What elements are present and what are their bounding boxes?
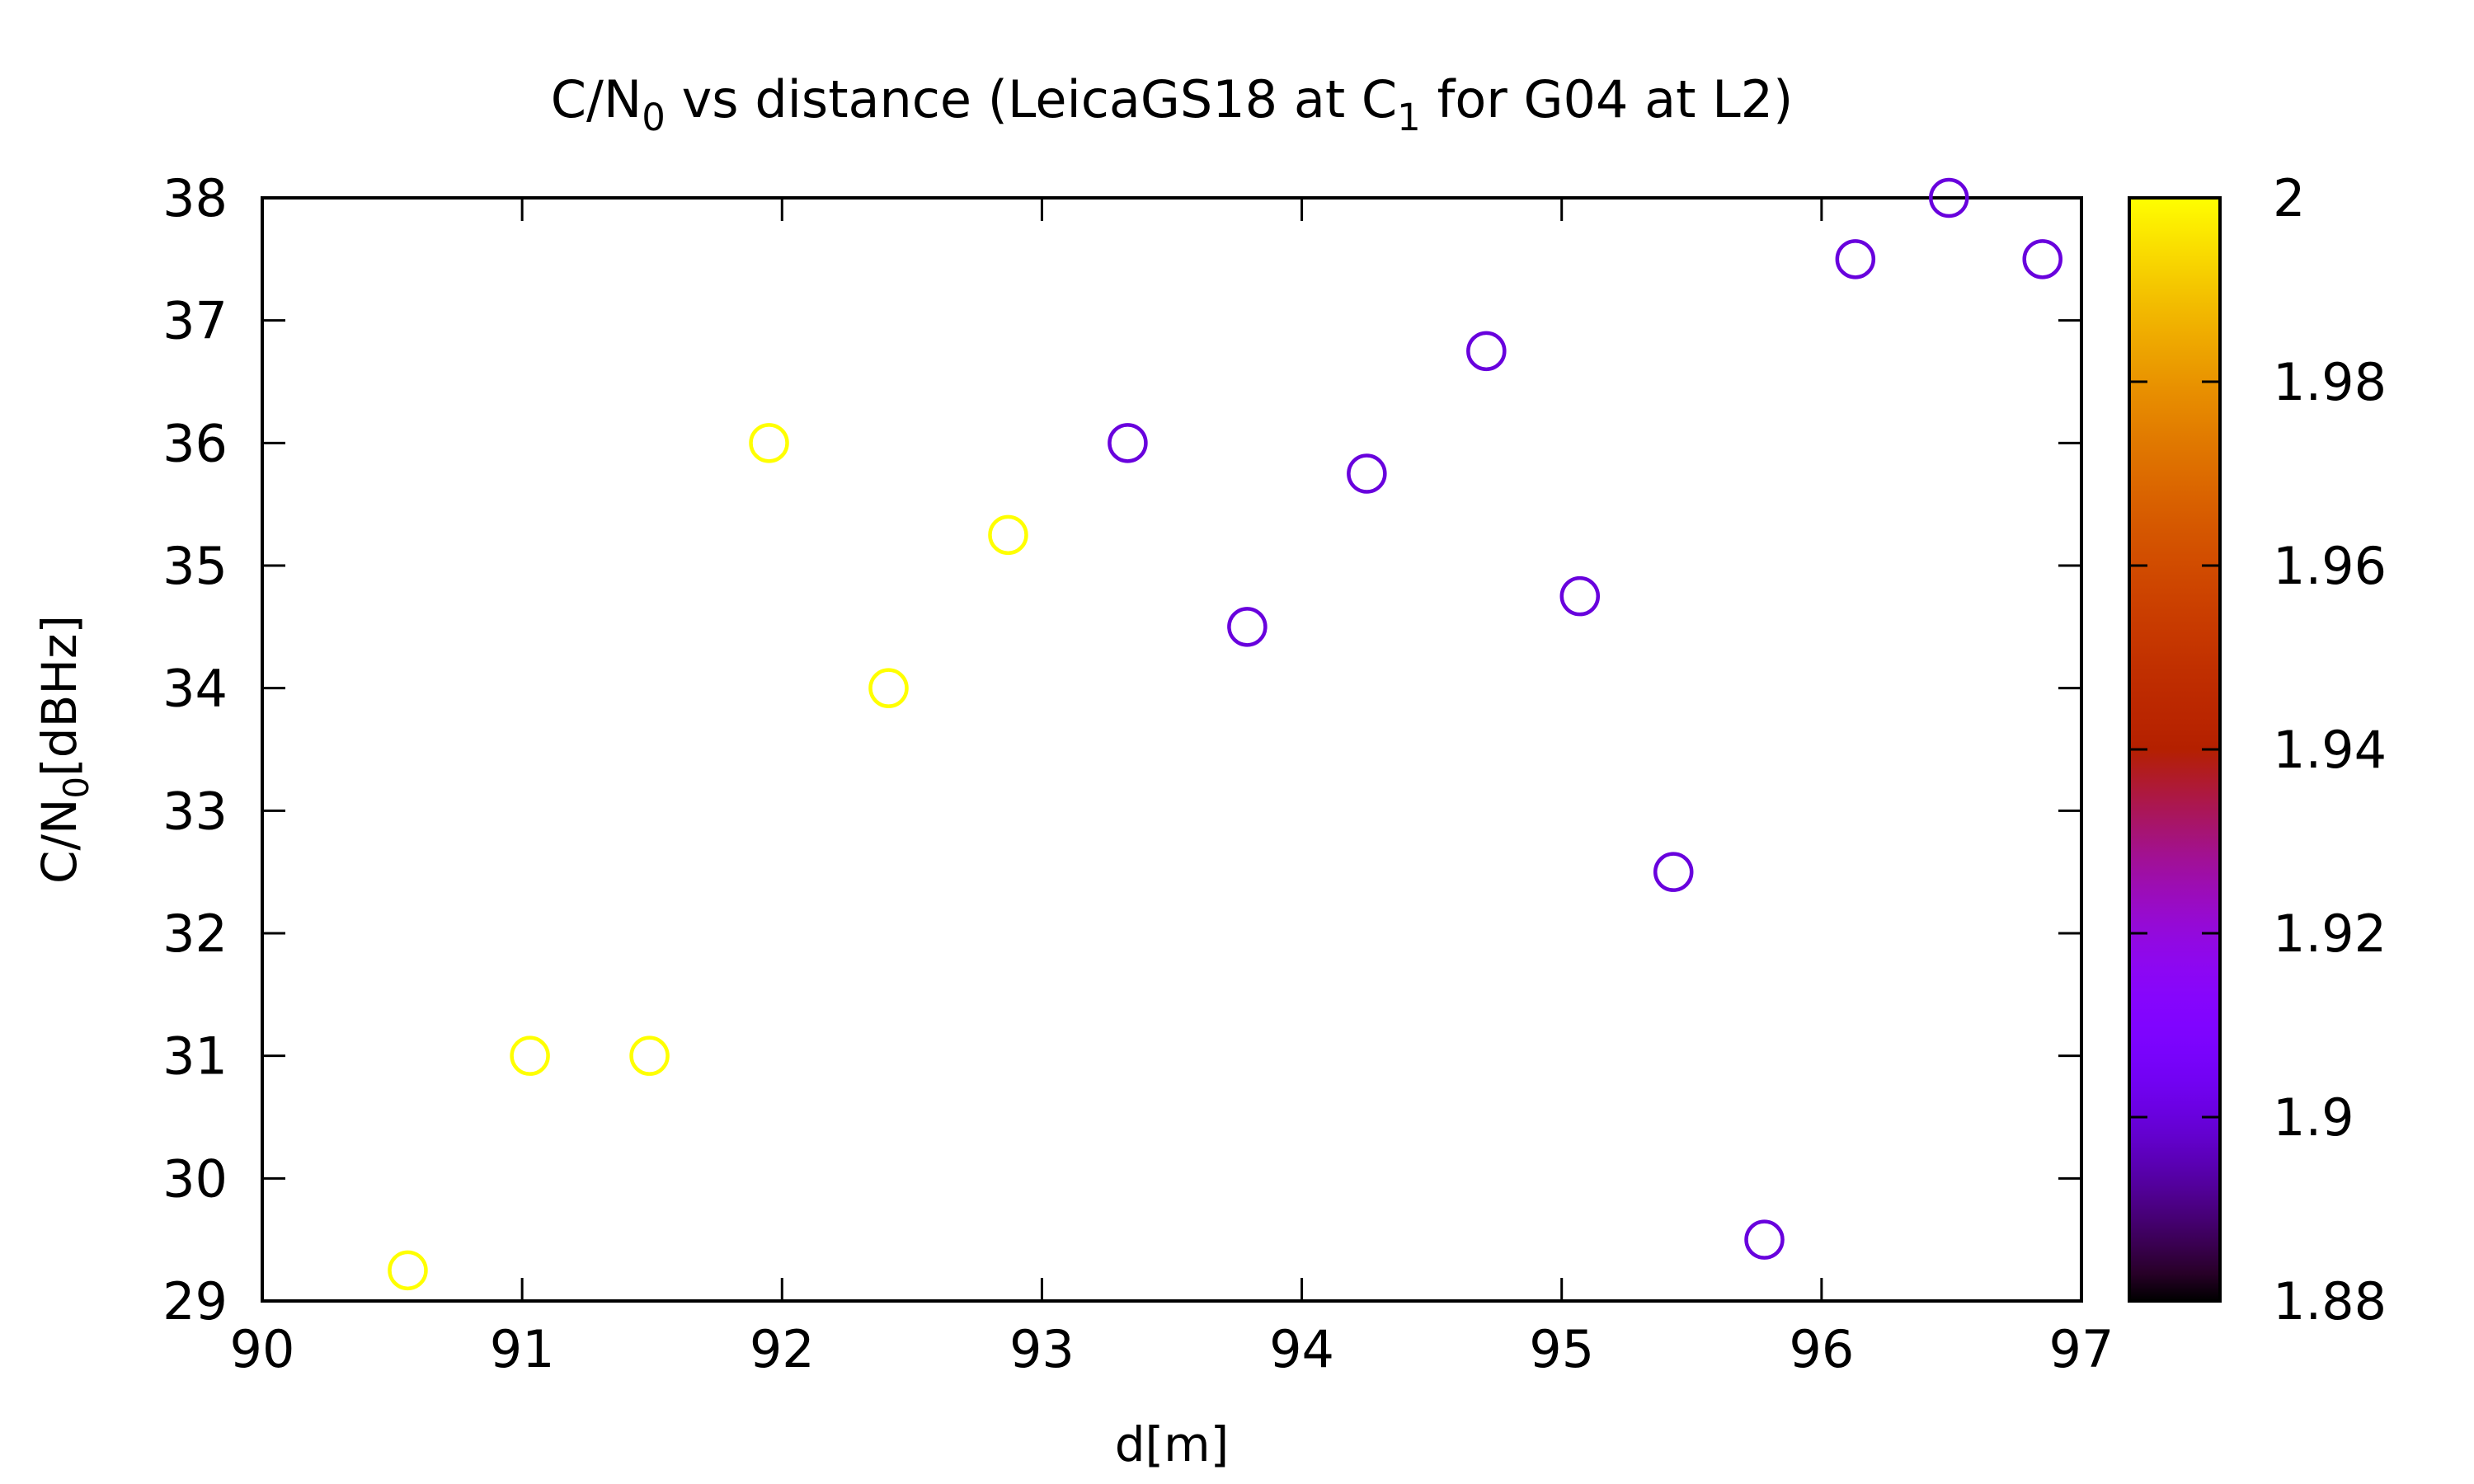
data-point bbox=[388, 1250, 428, 1291]
colorbar-tick-label: 1.88 bbox=[2273, 1271, 2387, 1331]
text-part-1: 0 bbox=[56, 777, 96, 799]
x-tick-label: 96 bbox=[1789, 1319, 1854, 1379]
colorbar-tick-label: 2 bbox=[2273, 168, 2305, 228]
data-point bbox=[1835, 239, 1876, 279]
data-point bbox=[1559, 575, 1601, 617]
text-part-0: C/N bbox=[551, 69, 642, 129]
data-points bbox=[388, 177, 2062, 1291]
x-tick-label: 97 bbox=[2049, 1319, 2114, 1379]
plot-frame bbox=[261, 196, 2083, 1303]
y-tick-label: 32 bbox=[162, 904, 228, 964]
y-tick-label: 38 bbox=[162, 168, 228, 228]
x-tick-label: 94 bbox=[1269, 1319, 1334, 1379]
x-axis: 90 91 92 93 94 95 96 97 bbox=[230, 198, 2114, 1379]
y-axis: 29 30 31 32 33 34 35 36 37 38 bbox=[162, 168, 2081, 1331]
data-point bbox=[1653, 852, 1694, 892]
x-tick-label: 91 bbox=[490, 1319, 555, 1379]
x-tick-label: 93 bbox=[1009, 1319, 1075, 1379]
y-tick-label: 34 bbox=[162, 659, 228, 719]
data-point bbox=[629, 1036, 670, 1076]
chart-title: C/N0 vs distance (LeicaGS18 at C1 for G0… bbox=[551, 69, 1794, 139]
data-point bbox=[1108, 423, 1148, 463]
data-point bbox=[2022, 239, 2062, 279]
text-part-0: C/N bbox=[31, 799, 87, 884]
data-point bbox=[1227, 607, 1268, 647]
x-tick-label: 90 bbox=[230, 1319, 295, 1379]
y-tick-label: 37 bbox=[162, 291, 228, 351]
y-tick-label: 29 bbox=[162, 1271, 228, 1331]
colorbar-tick-label: 1.98 bbox=[2273, 352, 2387, 412]
colorbar-tick-label: 1.94 bbox=[2273, 720, 2387, 780]
text-part-3: 1 bbox=[1397, 96, 1421, 139]
y-tick-label: 36 bbox=[162, 413, 228, 473]
colorbar: 1.88 1.9 1.92 1.94 1.96 1.98 2 bbox=[2128, 168, 2387, 1331]
data-point bbox=[510, 1036, 550, 1076]
colorbar-tick-label: 1.9 bbox=[2273, 1087, 2354, 1148]
text-part-2: [dBHz] bbox=[31, 615, 87, 777]
text-part-2: vs distance (LeicaGS18 at C bbox=[666, 69, 1397, 129]
data-point bbox=[1929, 177, 1969, 218]
colorbar-tick-label: 1.92 bbox=[2273, 904, 2387, 964]
data-point bbox=[988, 514, 1028, 556]
colorbar-tick-label: 1.96 bbox=[2273, 536, 2387, 596]
y-tick-label: 31 bbox=[162, 1026, 228, 1087]
data-point bbox=[868, 668, 909, 708]
data-point bbox=[1466, 331, 1507, 372]
y-tick-label: 33 bbox=[162, 781, 228, 841]
text-part-1: 0 bbox=[642, 96, 666, 139]
text-part-4: for G04 at L2) bbox=[1421, 69, 1794, 129]
x-axis-label: d[m] bbox=[1115, 1416, 1230, 1472]
y-tick-label: 35 bbox=[162, 536, 228, 596]
y-axis-label: C/N0[dBHz] bbox=[31, 615, 96, 884]
data-point bbox=[1347, 453, 1387, 494]
data-point bbox=[749, 423, 789, 463]
data-point bbox=[1744, 1219, 1785, 1260]
x-tick-label: 92 bbox=[750, 1319, 815, 1379]
plot-area bbox=[261, 196, 2083, 1303]
y-tick-label: 30 bbox=[162, 1148, 228, 1209]
x-tick-label: 95 bbox=[1529, 1319, 1594, 1379]
